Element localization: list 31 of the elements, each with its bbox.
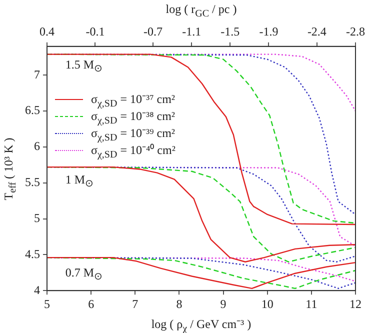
y-tick-label: 7	[34, 67, 40, 82]
y-tick-label: 6.5	[25, 103, 40, 118]
x2-tick-label: -1.1	[182, 24, 202, 38]
legend-label: σ$_{χ,SD}$ = 10⁻⁴⁰ cm²	[91, 143, 176, 161]
x2-tick-label: -1.5	[220, 24, 240, 38]
x-tick-label: 9	[220, 296, 226, 311]
x2-tick-label: 0.4	[40, 24, 54, 38]
legend-label: σ$_{χ,SD}$ = 10⁻³⁸ cm²	[91, 109, 176, 127]
x2-tick-label: -1.9	[259, 24, 278, 38]
x2-axis-title: log ( r$_{GC}$ / pc )	[166, 2, 237, 20]
legend-label: σ$_{χ,SD}$ = 10⁻³⁷ cm²	[91, 91, 176, 110]
x-tick-label: 6	[88, 296, 94, 311]
y-tick-label: 6	[34, 139, 40, 154]
x-tick-label: 7	[132, 296, 138, 311]
y-tick-label: 5.5	[25, 175, 40, 190]
x-tick-label: 12	[350, 296, 362, 311]
x2-tick-label: -2.4	[307, 24, 326, 38]
annotation: 1.5 M$_{⊙}$	[65, 57, 102, 75]
legend-label: σ$_{χ,SD}$ = 10⁻³⁹ cm²	[91, 126, 176, 144]
annotation: 1 M$_{⊙}$	[65, 172, 93, 190]
x-tick-label: 8	[176, 296, 182, 311]
x2-tick-label: -0.7	[144, 24, 163, 38]
annotation: 0.7 M$_{⊙}$	[65, 264, 102, 282]
x-tick-label: 10	[261, 296, 274, 311]
y-tick-label: 4.5	[25, 246, 40, 261]
x2-tick-label: -0.1	[86, 24, 105, 38]
y-tick-label: 5	[34, 210, 40, 225]
x-tick-label: 11	[306, 296, 318, 311]
y-tick-label: 4	[34, 282, 40, 297]
x2-tick-label: -2.8	[346, 24, 365, 38]
x-tick-label: 5	[44, 296, 50, 311]
